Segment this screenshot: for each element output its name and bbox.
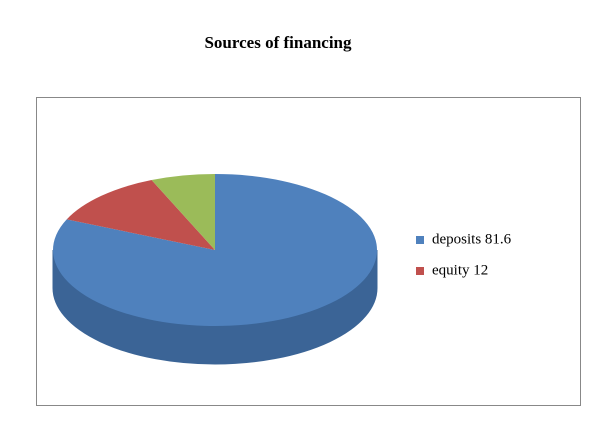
pie-slice <box>52 174 377 326</box>
pie-slice <box>66 180 215 250</box>
plot-border <box>36 97 581 406</box>
legend-label: equity 12 <box>432 262 488 278</box>
chart-title: Sources of financing <box>204 33 352 52</box>
legend-label: deposits 81.6 <box>432 231 512 247</box>
pie-slice <box>151 174 215 250</box>
legend-swatch <box>416 236 424 244</box>
legend-swatch <box>416 267 424 275</box>
